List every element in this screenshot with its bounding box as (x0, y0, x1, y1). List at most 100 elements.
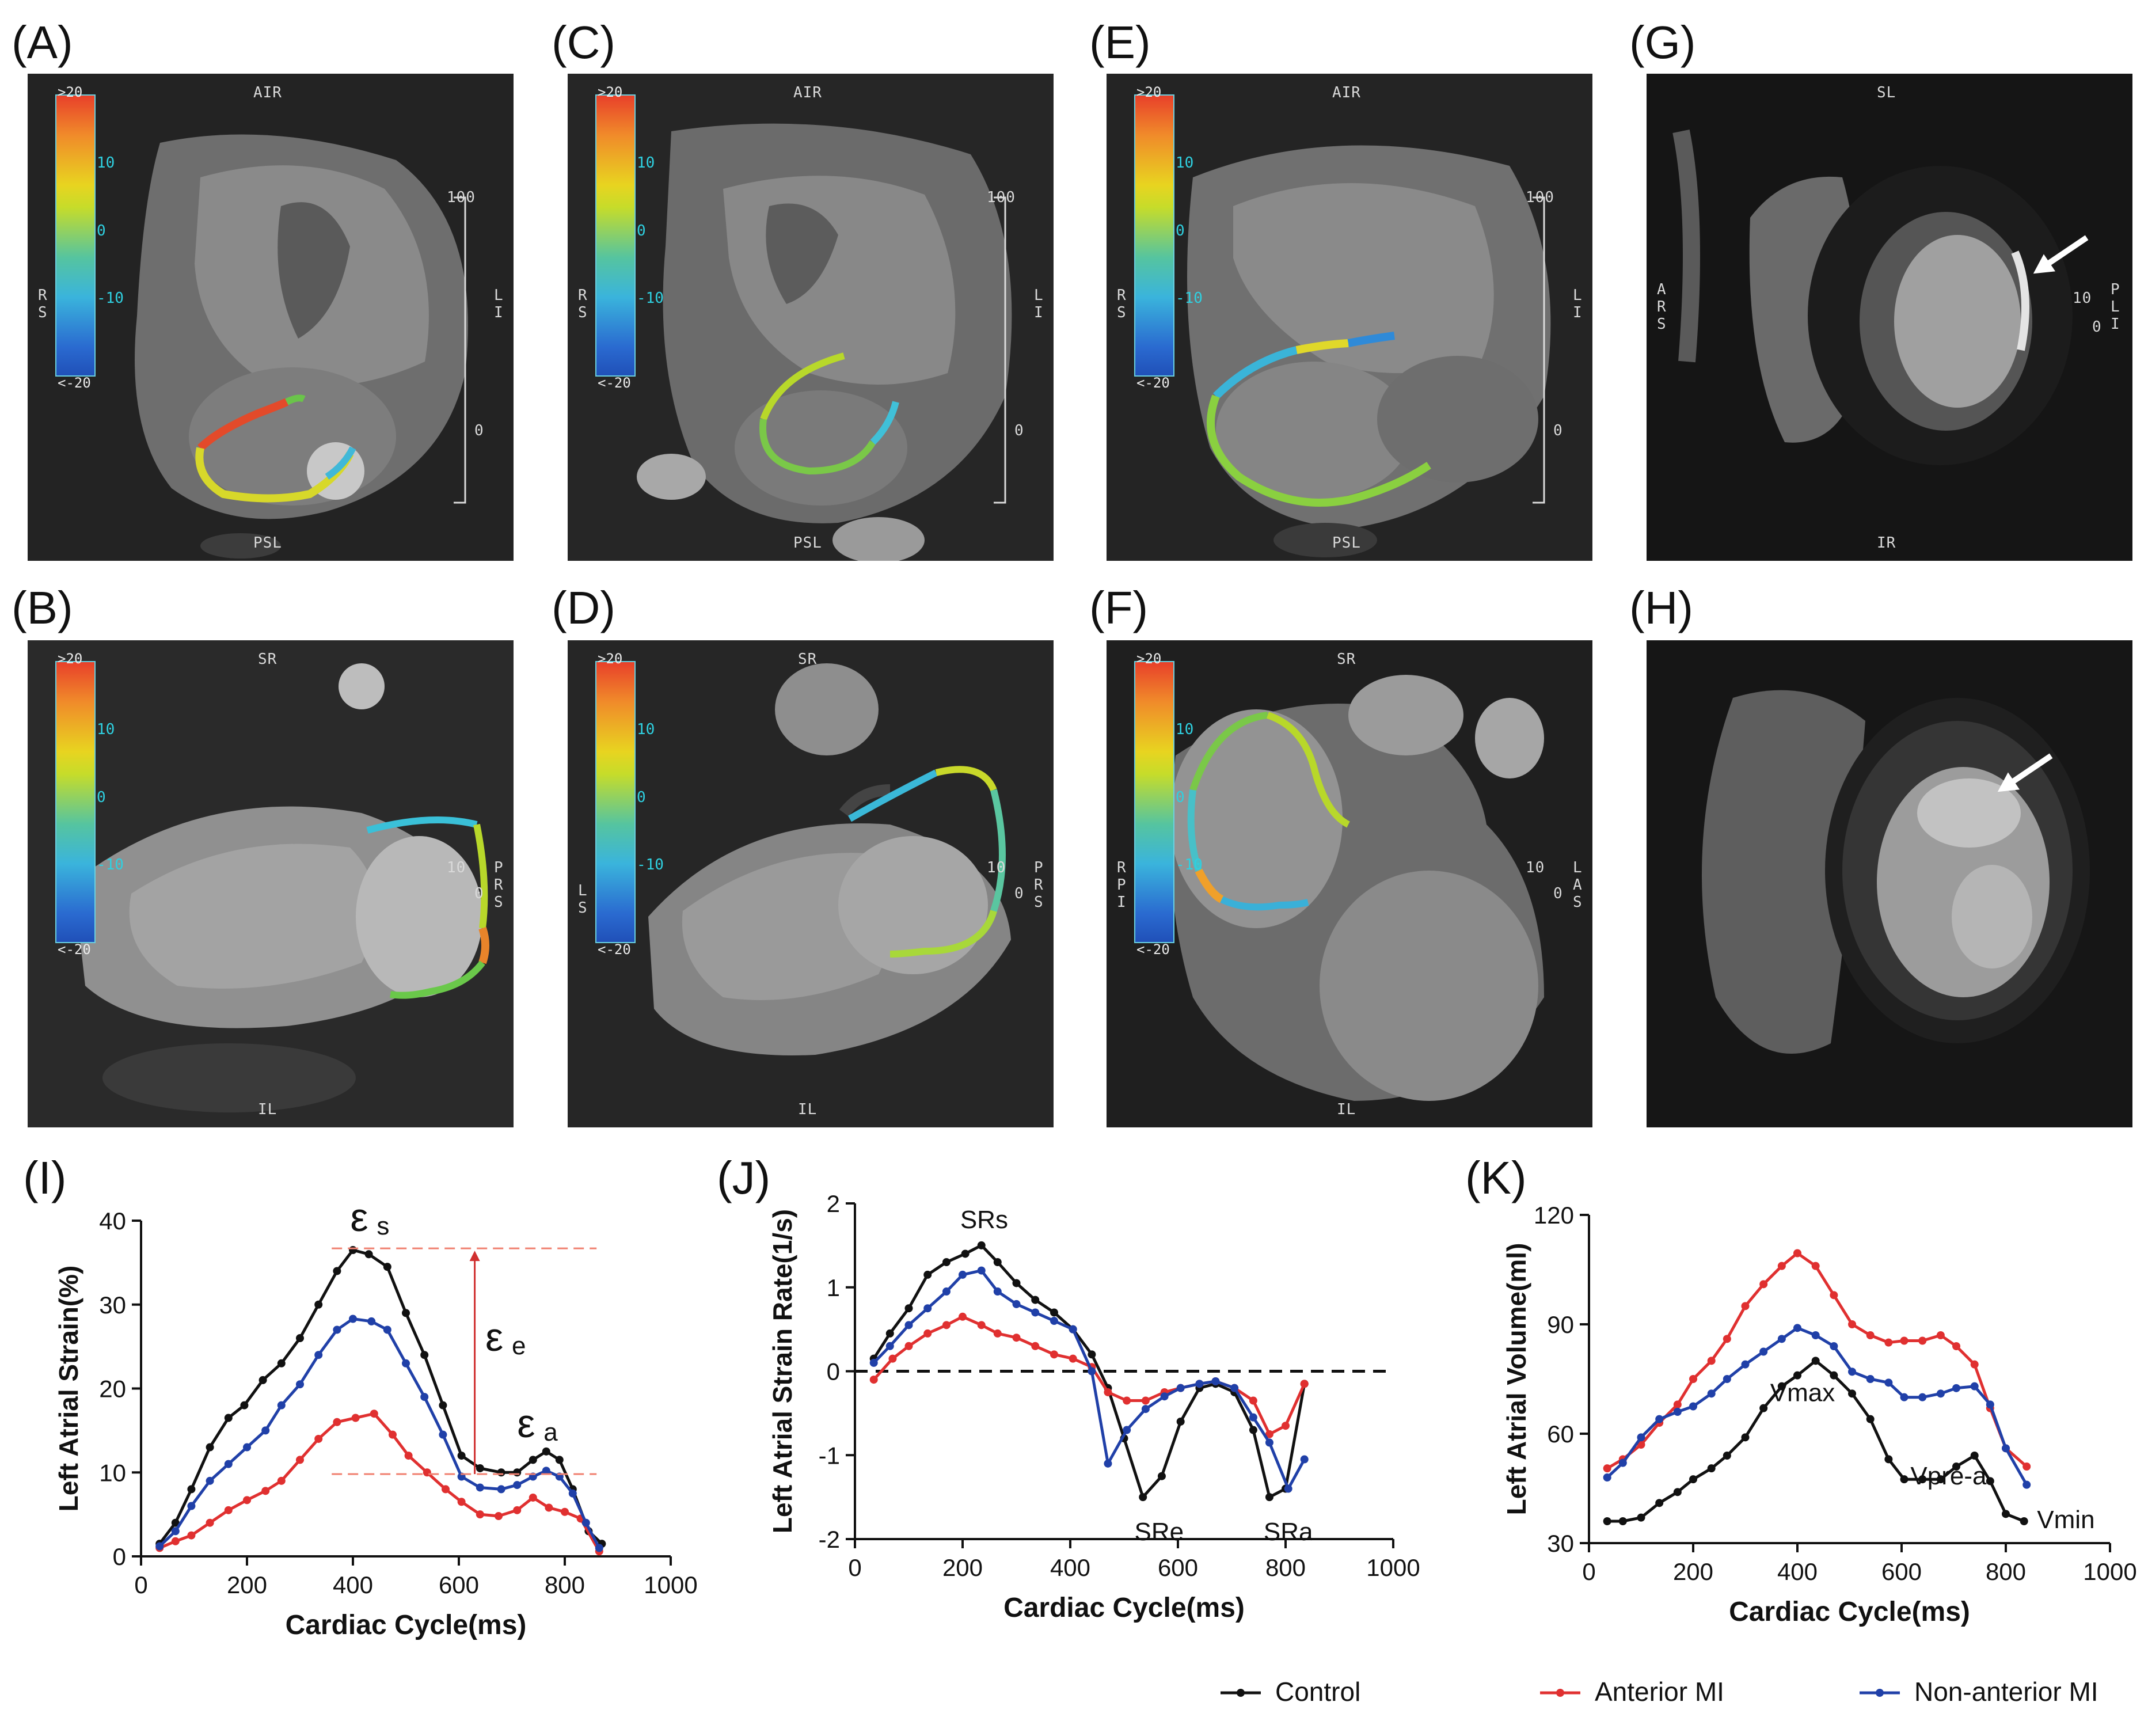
data-point-non-anterior-mi (513, 1481, 522, 1490)
data-point-non-anterior-mi (1603, 1473, 1611, 1482)
data-point-non-anterior-mi (224, 1460, 233, 1468)
data-point-anterior-mi (457, 1498, 466, 1506)
data-point-control (1723, 1452, 1731, 1460)
panel-label-k: (K) (1465, 1152, 1527, 1203)
data-point-non-anterior-mi (1723, 1375, 1731, 1383)
data-point-anterior-mi (1707, 1357, 1716, 1365)
data-point-non-anterior-mi (1759, 1347, 1768, 1356)
data-point-anterior-mi (1918, 1336, 1927, 1345)
data-point-anterior-mi (1866, 1331, 1875, 1339)
panel-label-g: (G) (1629, 17, 1696, 68)
data-point-anterior-mi (1689, 1375, 1697, 1383)
data-point-control (476, 1464, 484, 1472)
panel-label-h: (H) (1629, 582, 1694, 633)
annotation-epsilon-e-subscript: e (512, 1332, 526, 1360)
mri-image-d: >20 10 0 -10 <-20 SR IL L S P R S 10 0 (568, 640, 1054, 1127)
data-point-non-anterior-mi (1265, 1438, 1273, 1447)
data-point-anterior-mi (561, 1507, 569, 1516)
colorbar-tick-0: 0 (637, 222, 646, 240)
colorbar-tick-10: 10 (97, 721, 115, 738)
scale-label-0: 0 (474, 885, 484, 902)
data-point-non-anterior-mi (1970, 1382, 1979, 1391)
x-tick-label: 0 (848, 1554, 861, 1581)
data-point-non-anterior-mi (942, 1287, 951, 1296)
mri-image-b: >20 10 0 -10 <-20 SR IL P R S 10 0 (28, 640, 514, 1127)
data-point-control (1741, 1433, 1750, 1442)
data-point-anterior-mi (1069, 1354, 1077, 1363)
data-point-non-anterior-mi (1088, 1367, 1096, 1376)
data-point-control (497, 1468, 505, 1477)
data-point-non-anterior-mi (1952, 1384, 1961, 1392)
orientation-top: SR (1337, 651, 1356, 668)
data-point-control (923, 1270, 932, 1279)
data-point-non-anterior-mi (476, 1483, 484, 1492)
scale-label-10: 10 (2073, 290, 2092, 307)
data-point-non-anterior-mi (1123, 1426, 1131, 1434)
annotation-epsilon-a-subscript: a (543, 1418, 558, 1446)
panel-label-f: (F) (1089, 582, 1149, 633)
y-tick-label: 60 (1547, 1420, 1574, 1448)
data-point-non-anterior-mi (1012, 1300, 1021, 1308)
x-tick-label: 1000 (1366, 1554, 1420, 1581)
chart-left-atrial-volume: 30 60 90 120 0 200 400 600 800 1000 Cardiac Cycle(… (1501, 1202, 2137, 1627)
scale-label-10: 10 (1526, 859, 1545, 876)
colorbar-tick-0: 0 (1176, 789, 1185, 806)
data-point-anterior-mi (423, 1468, 431, 1477)
x-tick-label: 800 (545, 1571, 585, 1598)
data-point-non-anterior-mi (1986, 1400, 1994, 1409)
colorbar-top-label: >20 (1136, 84, 1162, 100)
colorbar-top-label: >20 (58, 84, 83, 100)
data-point-anterior-mi (1249, 1396, 1257, 1405)
data-point-non-anterior-mi (977, 1266, 986, 1275)
data-point-non-anterior-mi (885, 1342, 894, 1350)
orientation-top: AIR (793, 84, 822, 101)
mri-image-h (1647, 640, 2132, 1127)
data-point-control (977, 1241, 986, 1249)
data-point-non-anterior-mi (277, 1401, 286, 1410)
data-point-anterior-mi (296, 1456, 304, 1464)
y-tick-label: -2 (819, 1526, 840, 1553)
data-point-anterior-mi (1723, 1335, 1731, 1343)
annotation-vmax: Vmax (1770, 1378, 1835, 1407)
y-tick-label: 0 (113, 1543, 126, 1570)
data-point-anterior-mi (1936, 1331, 1945, 1339)
orientation-bottom: IL (798, 1101, 818, 1118)
data-point-control (1603, 1517, 1611, 1525)
x-tick-label: 0 (1582, 1558, 1595, 1585)
data-point-anterior-mi (923, 1329, 932, 1338)
data-point-control (457, 1452, 466, 1460)
data-point-control (383, 1263, 391, 1271)
annotation-vmin: Vmin (2037, 1506, 2094, 1534)
data-point-control (993, 1258, 1002, 1267)
data-point-anterior-mi (314, 1434, 323, 1443)
data-point-control (1157, 1472, 1166, 1480)
data-point-non-anterior-mi (1069, 1325, 1077, 1334)
colorbar-tick-neg10: -10 (97, 290, 124, 307)
data-point-non-anterior-mi (261, 1426, 270, 1435)
scale-label-100: 100 (987, 189, 1016, 206)
data-point-control (2002, 1510, 2010, 1518)
colorbar-a (55, 94, 96, 377)
scale-label-0: 0 (1553, 422, 1563, 439)
series-line-non-anterior-mi (872, 1269, 1306, 1490)
orientation-right: L I (494, 287, 504, 321)
data-point-non-anterior-mi (1793, 1324, 1801, 1332)
data-point-control (1884, 1455, 1893, 1464)
data-point-control (2020, 1517, 2028, 1525)
data-point-control (1088, 1350, 1096, 1359)
data-point-control (1139, 1493, 1147, 1502)
data-point-non-anterior-mi (1160, 1392, 1169, 1401)
data-point-non-anterior-mi (1618, 1458, 1627, 1467)
colorbar-bottom-label: <-20 (598, 941, 631, 958)
x-tick-label: 600 (1881, 1558, 1922, 1585)
data-point-control (1618, 1517, 1627, 1525)
colorbar-tick-neg10: -10 (97, 856, 124, 873)
data-point-anterior-mi (1031, 1342, 1040, 1350)
colorbar-tick-neg10: -10 (1176, 290, 1203, 307)
data-point-control (1952, 1463, 1961, 1471)
y-tick-label: 30 (99, 1291, 126, 1319)
data-point-non-anterior-mi (993, 1287, 1002, 1296)
orientation-left: R S (1117, 287, 1127, 321)
data-point-anterior-mi (1673, 1400, 1682, 1409)
chart-legend: Control Anterior MI Non-anterior MI (1221, 1677, 2098, 1707)
